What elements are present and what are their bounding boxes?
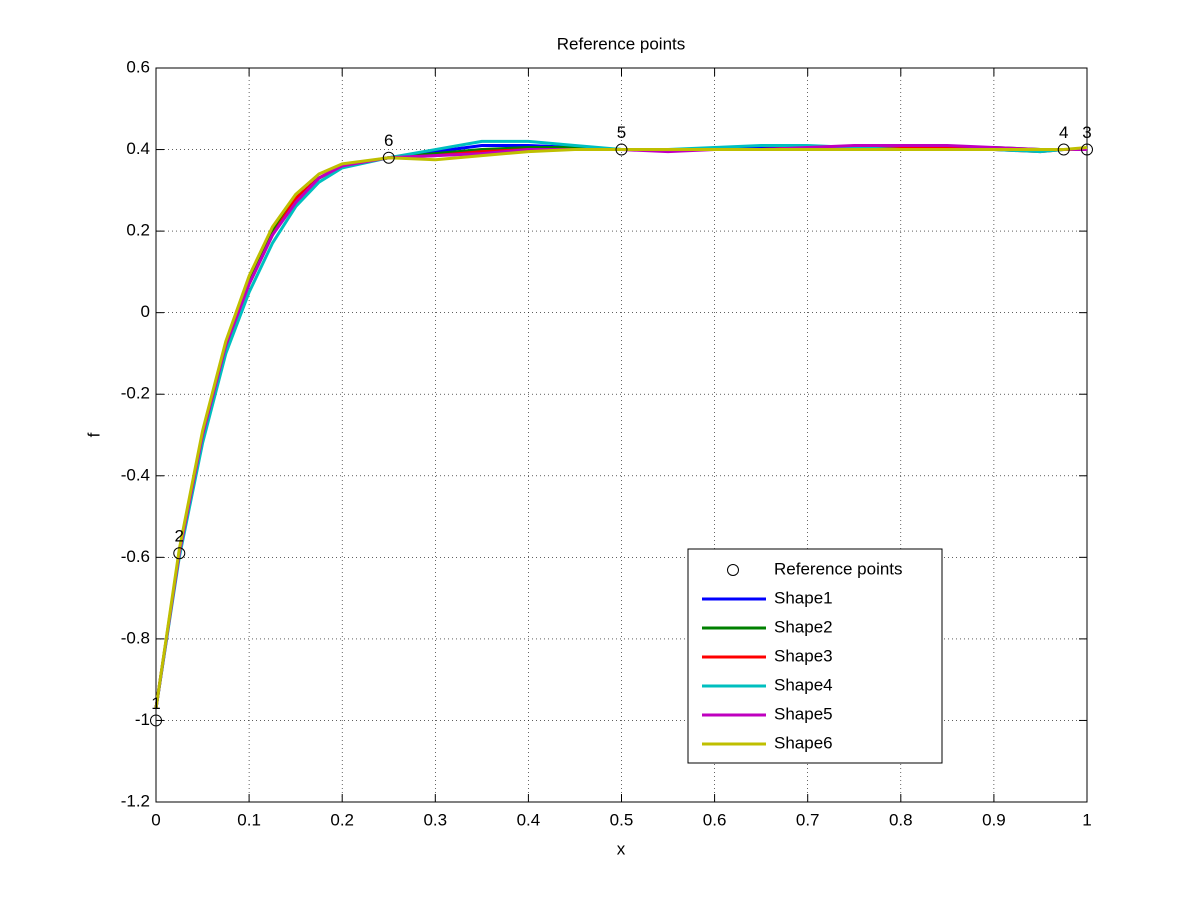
legend-label: Shape1	[774, 588, 833, 607]
point-label: 4	[1059, 123, 1068, 142]
x-tick-label: 1	[1082, 810, 1091, 829]
y-tick-label: 0.6	[126, 57, 150, 76]
legend-label: Shape6	[774, 733, 833, 752]
x-tick-label: 0.2	[330, 810, 354, 829]
legend-marker	[727, 564, 739, 576]
x-tick-label: 0.7	[796, 810, 820, 829]
y-tick-label: 0.4	[126, 139, 150, 158]
x-axis-label: x	[617, 839, 626, 858]
legend-label: Reference points	[774, 559, 903, 578]
y-tick-label: -0.8	[121, 628, 150, 647]
y-tick-label: 0.2	[126, 221, 150, 240]
y-axis-label: f	[84, 432, 103, 437]
point-label: 5	[617, 123, 626, 142]
x-tick-label: 0	[151, 810, 160, 829]
legend-label: Shape3	[774, 646, 833, 665]
x-tick-label: 0.6	[703, 810, 727, 829]
reference-point	[615, 143, 628, 156]
x-tick-label: 0.1	[237, 810, 261, 829]
point-label: 2	[175, 527, 184, 546]
x-tick-label: 0.9	[982, 810, 1006, 829]
y-tick-label: 0	[141, 302, 150, 321]
reference-point	[150, 714, 162, 727]
x-tick-label: 0.3	[423, 810, 447, 829]
reference-point	[1057, 143, 1070, 156]
y-tick-label: -0.2	[121, 384, 150, 403]
x-tick-label: 0.8	[889, 810, 913, 829]
legend-label: Shape4	[774, 675, 833, 694]
reference-point	[1081, 143, 1093, 156]
y-tick-label: -0.6	[121, 547, 150, 566]
x-tick-label: 0.5	[610, 810, 634, 829]
point-label: 6	[384, 131, 393, 150]
y-tick-label: -1	[135, 710, 150, 729]
legend: Reference points Shape1 Shape2 Shape3 Shape4…	[687, 548, 943, 764]
chart-title: Reference points	[557, 34, 686, 53]
reference-point	[382, 151, 395, 164]
reference-point	[173, 547, 186, 560]
legend-label: Shape5	[774, 704, 833, 723]
x-tick-label: 0.4	[517, 810, 541, 829]
y-tick-label: -1.2	[121, 791, 150, 810]
point-label: 3	[1082, 123, 1091, 142]
plot-frame	[155, 67, 1088, 803]
point-label: 1	[151, 694, 160, 713]
legend-label: Shape2	[774, 617, 833, 636]
y-tick-label: -0.4	[121, 465, 150, 484]
series-line	[154, 146, 1088, 709]
